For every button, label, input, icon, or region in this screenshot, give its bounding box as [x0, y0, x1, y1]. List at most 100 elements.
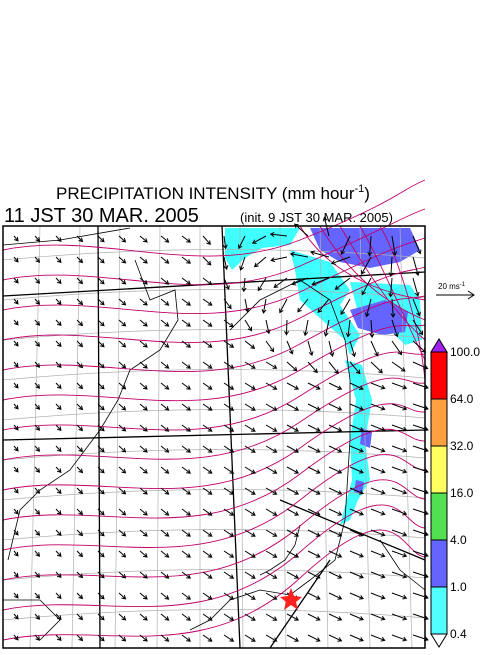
wind-arrow: [349, 340, 357, 358]
wind-scale: 20 ms-1: [436, 282, 475, 300]
wind-arrow: [307, 592, 321, 600]
wind-arrow: [97, 508, 105, 516]
wind-arrow: [328, 340, 335, 357]
wind-arrow: [55, 487, 62, 495]
wind-arrow: [391, 466, 408, 474]
init-time: (init. 9 JST 30 MAR. 2005): [240, 210, 393, 225]
colorbar-bin: [430, 539, 448, 588]
wind-arrow: [334, 277, 351, 290]
wind-arrow: [328, 571, 343, 579]
contour: [2, 266, 426, 343]
wind-arrow: [284, 319, 290, 336]
wind-arrow: [412, 235, 422, 255]
wind-arrow: [349, 487, 364, 495]
wind-arrow: [328, 613, 343, 621]
wind-arrow: [286, 466, 300, 474]
wind-arrow: [307, 550, 321, 558]
wind-arrow: [261, 298, 267, 314]
wind-arrow: [361, 256, 372, 275]
wind-arrow: [34, 592, 41, 599]
wind-arrow: [244, 340, 256, 349]
wind-arrow: [34, 613, 41, 620]
wind-arrow: [391, 550, 408, 558]
wind-scale-label: 20 ms-1: [438, 282, 466, 291]
wind-arrow: [13, 445, 19, 452]
wind-arrow: [328, 529, 343, 537]
wind-arrow: [303, 319, 309, 337]
wind-arrow: [139, 508, 148, 516]
wind-scale-head: [467, 290, 475, 300]
wind-arrow: [310, 250, 330, 258]
wind-arrow: [307, 529, 321, 537]
wind-arrow: [307, 508, 321, 516]
colorbar-label: 32.0: [450, 439, 474, 453]
wind-arrow: [223, 298, 232, 310]
wind-arrow: [349, 592, 364, 600]
wind-arrow: [370, 361, 383, 374]
wind-arrow: [370, 508, 386, 516]
wind-arrow: [307, 571, 321, 579]
wind-arrow: [76, 613, 84, 621]
contour: [2, 428, 426, 521]
wind-arrow: [139, 466, 148, 474]
wind-arrow: [181, 235, 191, 243]
wind-arrow: [307, 466, 321, 474]
wind-arrow: [139, 403, 148, 411]
wind-arrow: [286, 382, 300, 390]
wind-arrow: [202, 634, 213, 642]
wind-arrow: [13, 508, 19, 515]
wind-arrow: [286, 424, 300, 432]
wind-arrow: [160, 634, 170, 642]
wind-arrow: [367, 235, 373, 257]
wind-arrow: [118, 361, 127, 369]
wind-arrow: [202, 550, 213, 558]
wind-arrow: [369, 319, 375, 339]
colorbar-bin: [430, 398, 448, 447]
wind-arrow: [55, 529, 62, 537]
wind-arrow: [118, 529, 127, 537]
wind-arrow: [118, 256, 127, 264]
wind-arrow: [118, 340, 127, 348]
wind-arrow: [391, 592, 408, 600]
wind-arrow: [307, 613, 321, 621]
wind-arrow: [391, 361, 406, 372]
wind-arrow: [223, 256, 229, 270]
colorbar-label: 0.4: [450, 627, 467, 641]
wind-arrow: [76, 592, 84, 600]
wind-arrow: [13, 424, 19, 431]
contour: [2, 529, 426, 641]
wind-arrow: [391, 235, 398, 257]
contour: [2, 479, 426, 581]
wind-arrow: [97, 403, 105, 411]
wind-arrow: [181, 571, 191, 579]
wind-arrow: [265, 445, 278, 453]
wind-arrow: [34, 277, 41, 284]
wind-arrow: [160, 445, 170, 453]
wind-arrow: [307, 382, 321, 390]
wind-arrow: [139, 424, 148, 432]
wind-arrow: [391, 445, 408, 453]
wind-arrow: [328, 592, 343, 600]
wind-arrow: [349, 445, 364, 453]
wind-arrow: [286, 529, 300, 537]
wind-arrow: [13, 403, 19, 410]
wind-arrow: [97, 256, 105, 264]
wind-arrow: [139, 235, 148, 243]
wind-arrow: [370, 613, 386, 621]
wind-arrow: [202, 571, 213, 579]
wind-arrow: [223, 361, 235, 369]
wind-arrow: [118, 571, 127, 579]
wind-arrow: [118, 319, 127, 327]
wind-arrow: [370, 487, 386, 495]
colorbar: 100.0 64.0 32.0 16.0 4.0 1.0 0.4: [430, 338, 480, 648]
wind-arrow: [223, 340, 235, 348]
wind-arrow: [97, 529, 105, 537]
wind-arrow: [13, 235, 19, 242]
contour: [339, 225, 426, 341]
wind-arrow: [244, 403, 256, 411]
wind-arrow: [328, 634, 343, 642]
contour: [2, 208, 426, 286]
wind-arrow: [139, 592, 148, 600]
wind-arrow: [286, 613, 300, 621]
